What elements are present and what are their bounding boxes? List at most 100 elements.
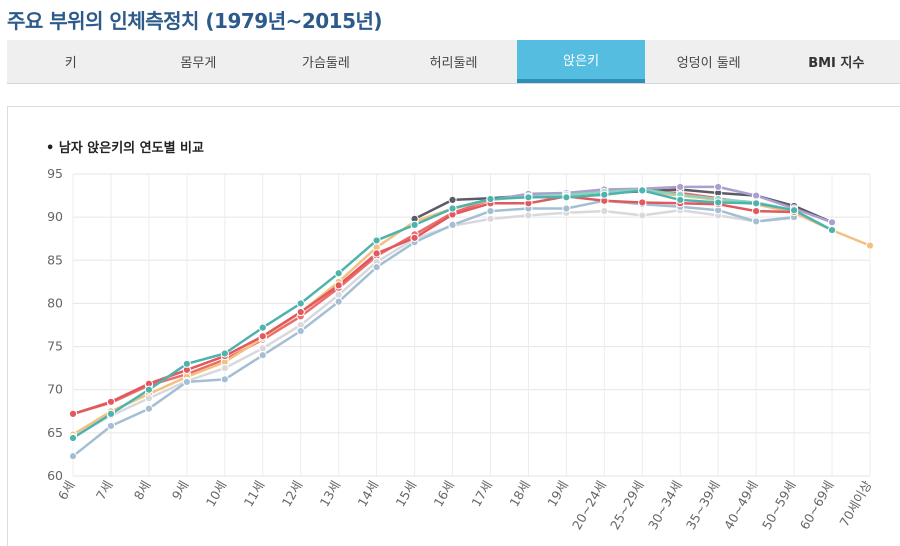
data-point-8 bbox=[258, 323, 267, 332]
data-point-8 bbox=[220, 349, 229, 358]
data-point-8 bbox=[562, 193, 571, 202]
data-point-8 bbox=[68, 433, 78, 443]
data-point-6 bbox=[144, 404, 154, 413]
x-tick-label: 60~69세 bbox=[797, 478, 837, 532]
data-point-5 bbox=[638, 211, 647, 220]
y-tick-label: 85 bbox=[47, 252, 63, 267]
y-tick-label: 80 bbox=[47, 295, 63, 310]
data-point-2 bbox=[448, 195, 457, 204]
data-point-8 bbox=[524, 193, 533, 202]
series-line-6 bbox=[71, 199, 796, 458]
data-point-7 bbox=[334, 281, 343, 290]
data-point-8 bbox=[144, 385, 154, 394]
data-point-8 bbox=[676, 195, 685, 204]
x-tick-label: 14세 bbox=[355, 478, 382, 509]
tab-chest[interactable]: 가슴둘레 bbox=[302, 56, 350, 71]
data-point-8 bbox=[789, 206, 799, 215]
data-point-8 bbox=[410, 220, 419, 230]
tab-bar: 키 몸무게 가슴둘레 허리둘레 앉은키 엉덩이 둘레 BMI 지수 bbox=[7, 40, 900, 84]
tab-waist[interactable]: 허리둘레 bbox=[429, 56, 478, 71]
data-point-8 bbox=[600, 190, 609, 199]
y-tick-label: 65 bbox=[47, 425, 63, 440]
series-line-1 bbox=[71, 188, 872, 436]
data-point-8 bbox=[638, 186, 647, 195]
x-tick-label: 7세 bbox=[93, 478, 116, 502]
data-point-6 bbox=[182, 377, 191, 387]
data-point-7 bbox=[372, 249, 381, 258]
x-tick-label: 40~49세 bbox=[721, 478, 761, 532]
data-point-8 bbox=[372, 236, 381, 245]
data-point-6 bbox=[486, 207, 495, 216]
data-point-5 bbox=[220, 364, 229, 373]
data-point-8 bbox=[486, 194, 495, 204]
data-point-7 bbox=[410, 233, 419, 242]
data-point-6 bbox=[296, 326, 305, 336]
data-point-7 bbox=[258, 332, 267, 341]
data-point-5 bbox=[486, 214, 495, 223]
x-tick-label: 35~39세 bbox=[683, 478, 723, 532]
data-point-8 bbox=[182, 359, 191, 368]
x-tick-label: 15세 bbox=[392, 478, 419, 509]
data-point-7 bbox=[106, 397, 116, 406]
data-point-6 bbox=[220, 375, 229, 384]
data-point-6 bbox=[752, 217, 761, 226]
y-tick-label: 60 bbox=[47, 468, 63, 483]
data-point-6 bbox=[68, 452, 78, 461]
data-point-8 bbox=[296, 299, 305, 308]
data-point-7 bbox=[638, 198, 647, 207]
x-tick-label: 12세 bbox=[279, 478, 306, 509]
data-point-5 bbox=[334, 290, 343, 299]
x-tick-label: 50~59세 bbox=[759, 478, 799, 532]
series-line-7 bbox=[71, 195, 796, 416]
data-point-8 bbox=[334, 269, 343, 278]
y-tick-label: 95 bbox=[47, 166, 63, 181]
data-point-8 bbox=[106, 409, 116, 418]
data-point-6 bbox=[258, 351, 267, 360]
tab-weight[interactable]: 몸무게 bbox=[180, 56, 217, 71]
series-line-3 bbox=[489, 185, 834, 224]
data-point-8 bbox=[714, 198, 723, 207]
y-tick-label: 75 bbox=[47, 339, 63, 354]
data-point-6 bbox=[334, 297, 343, 306]
data-point-1 bbox=[865, 241, 875, 250]
data-point-3 bbox=[827, 218, 837, 227]
page-title: 주요 부위의 인체측정치 (1979년~2015년) bbox=[7, 9, 383, 33]
x-tick-label: 9세 bbox=[169, 478, 192, 502]
x-tick-label: 8세 bbox=[131, 478, 154, 502]
data-point-3 bbox=[676, 182, 685, 192]
data-point-5 bbox=[600, 207, 609, 216]
tab-sitting-height[interactable]: 앉은키 bbox=[517, 40, 645, 83]
y-tick-label: 70 bbox=[47, 382, 63, 397]
data-point-7 bbox=[296, 307, 305, 317]
data-point-6 bbox=[448, 220, 457, 230]
tab-bmi[interactable]: BMI 지수 bbox=[808, 56, 865, 71]
chart-panel bbox=[7, 106, 900, 546]
tab-height[interactable]: 키 bbox=[64, 56, 77, 71]
data-point-5 bbox=[524, 211, 533, 220]
x-tick-label: 16세 bbox=[430, 478, 457, 509]
data-point-6 bbox=[106, 421, 116, 431]
data-point-6 bbox=[562, 204, 571, 213]
x-tick-label: 30~34세 bbox=[645, 478, 685, 532]
x-tick-label: 20~24세 bbox=[569, 478, 609, 532]
data-point-3 bbox=[714, 182, 723, 192]
data-point-8 bbox=[827, 225, 837, 235]
tab-hip[interactable]: 엉덩이 둘레 bbox=[676, 56, 741, 71]
x-tick-label: 25~29세 bbox=[607, 478, 647, 532]
data-point-5 bbox=[144, 394, 154, 403]
data-point-3 bbox=[752, 191, 761, 200]
data-point-5 bbox=[258, 344, 267, 353]
x-tick-label: 13세 bbox=[317, 478, 344, 509]
data-point-8 bbox=[752, 199, 761, 208]
data-point-7 bbox=[68, 409, 78, 418]
x-tick-label: 70세이상 bbox=[836, 478, 874, 530]
y-tick-label: 90 bbox=[47, 209, 63, 224]
x-tick-label: 18세 bbox=[506, 478, 533, 509]
data-point-6 bbox=[372, 263, 381, 272]
x-tick-label: 19세 bbox=[544, 478, 571, 509]
data-point-7 bbox=[752, 207, 761, 216]
series-line-5 bbox=[71, 208, 796, 439]
data-point-8 bbox=[448, 204, 457, 213]
x-tick-label: 17세 bbox=[468, 478, 495, 509]
